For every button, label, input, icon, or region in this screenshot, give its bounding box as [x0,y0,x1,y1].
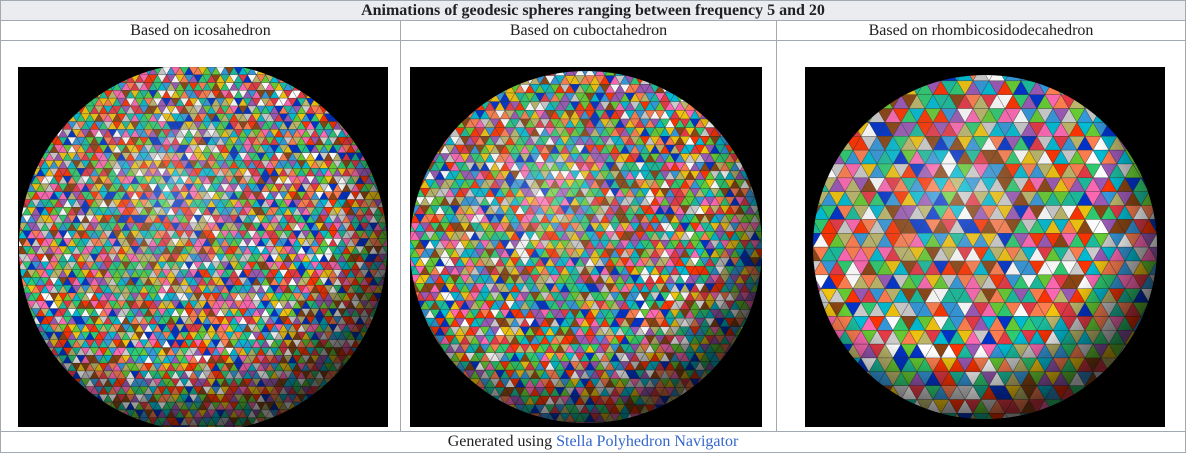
icosahedron-sphere-image [18,67,388,427]
column-header: Based on rhombicosidodecahedron [776,20,1186,41]
column-header: Based on cuboctahedron [400,20,777,41]
table-title: Animations of geodesic spheres ranging b… [0,0,1186,21]
image-cell [776,40,1186,432]
footer-link[interactable]: Stella Polyhedron Navigator [556,433,738,450]
sphere-shading [410,71,762,423]
rhombicosidodecahedron-sphere-image [805,67,1165,427]
footer-text: Generated using [448,433,552,450]
wiki-table: Animations of geodesic spheres ranging b… [0,0,1186,453]
cuboctahedron-sphere-image [410,67,762,427]
image-cell [400,40,777,432]
sphere-shading [19,67,387,427]
table-footer: Generated using Stella Polyhedron Naviga… [0,431,1186,453]
column-header: Based on icosahedron [0,20,401,41]
image-cell [0,40,401,432]
sphere-shading [813,75,1157,419]
